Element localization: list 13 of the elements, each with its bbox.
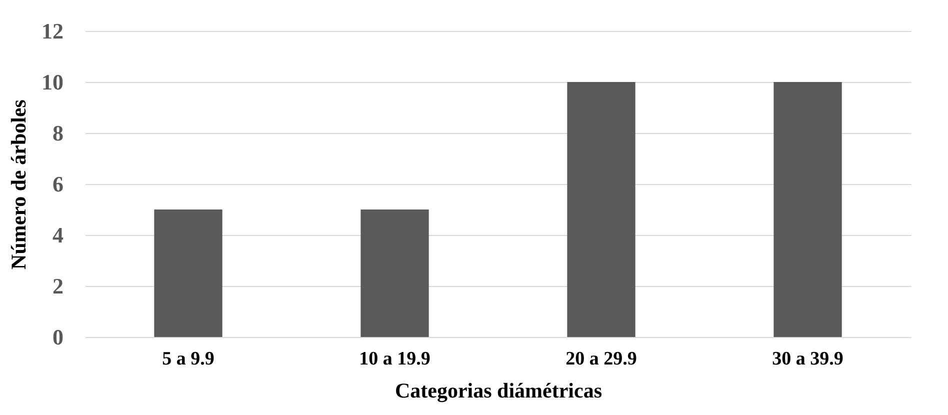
y-tick-label: 2 — [52, 274, 64, 298]
x-tick-label: 30 a 39.9 — [772, 348, 844, 370]
x-axis-title: Categorias diámétricas — [394, 378, 602, 402]
y-axis-title: Número de árboles — [6, 100, 30, 270]
y-tick-label: 8 — [52, 120, 64, 146]
y-tick-label: 0 — [52, 324, 64, 350]
x-tick-label: 5 a 9.9 — [162, 348, 214, 370]
y-tick-label: 10 — [42, 70, 64, 94]
y-tick-label: 4 — [52, 222, 64, 248]
y-tick-label: 6 — [52, 172, 64, 196]
x-tick-label: 10 a 19.9 — [359, 348, 430, 370]
y-tick-label: 12 — [42, 18, 64, 44]
x-tick-label: 20 a 29.9 — [566, 348, 637, 370]
